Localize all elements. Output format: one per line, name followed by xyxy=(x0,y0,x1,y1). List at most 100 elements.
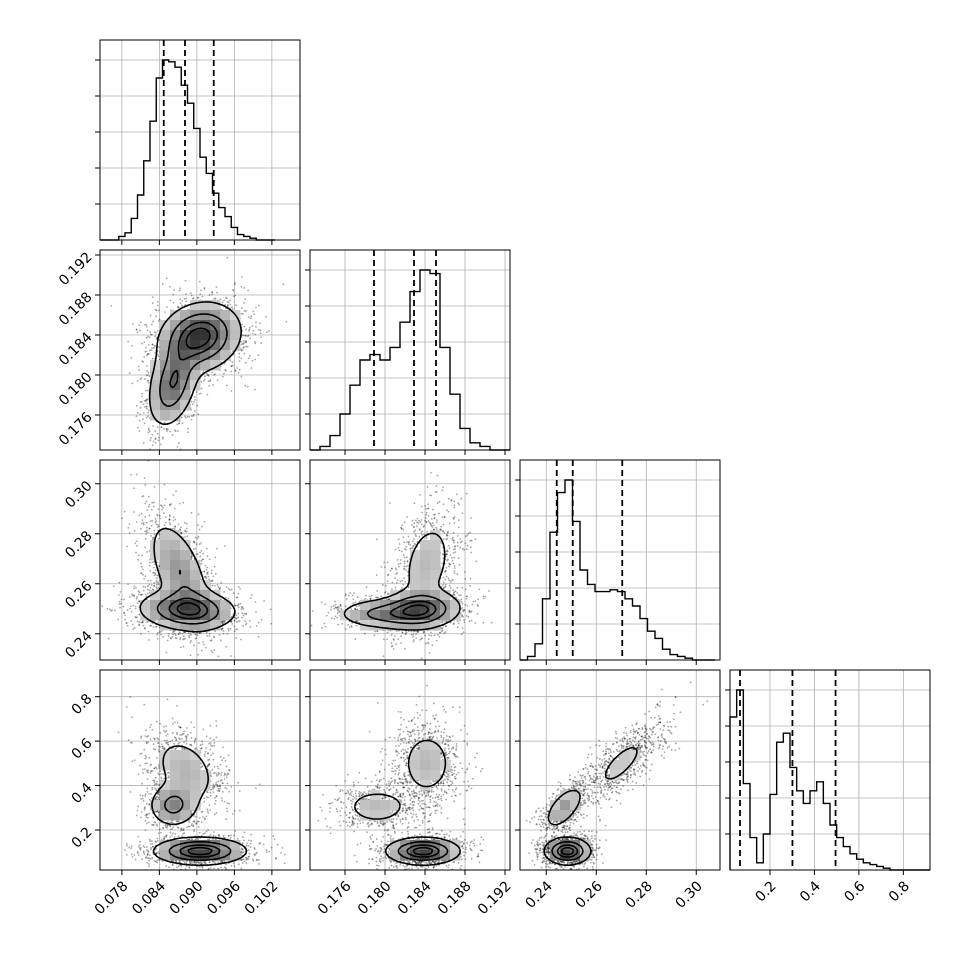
density-bin xyxy=(200,340,211,351)
scatter-point xyxy=(396,572,398,574)
scatter-point xyxy=(195,861,198,864)
scatter-point xyxy=(131,623,134,626)
scatter-point xyxy=(138,623,140,626)
scatter-point xyxy=(220,860,223,863)
scatter-point xyxy=(215,812,218,814)
scatter-point xyxy=(237,586,240,588)
scatter-point xyxy=(190,294,193,297)
scatter-point xyxy=(220,866,222,869)
scatter-point xyxy=(134,607,137,610)
scatter-point xyxy=(150,624,153,627)
scatter-point xyxy=(165,741,167,744)
scatter-point xyxy=(222,834,225,837)
panel-frame xyxy=(309,249,511,451)
scatter-point xyxy=(204,575,207,578)
scatter-point xyxy=(202,370,205,372)
scatter-point xyxy=(255,321,257,324)
scatter-point xyxy=(188,862,191,865)
scatter-point xyxy=(167,820,169,823)
scatter-point xyxy=(166,827,169,829)
scatter-point xyxy=(265,849,268,851)
scatter-point xyxy=(394,577,397,580)
scatter-point xyxy=(273,838,276,841)
scatter-point xyxy=(130,610,133,613)
scatter-point xyxy=(237,781,239,784)
scatter-point xyxy=(227,301,230,304)
scatter-point xyxy=(453,545,456,548)
scatter-point xyxy=(242,607,245,610)
scatter-point xyxy=(436,474,439,477)
scatter-point xyxy=(253,848,256,851)
scatter-point xyxy=(224,773,227,776)
scatter-point xyxy=(243,286,246,289)
scatter-point xyxy=(452,517,455,519)
density-bin xyxy=(180,800,191,811)
scatter-point xyxy=(145,762,148,765)
scatter-point xyxy=(414,519,417,522)
scatter-point xyxy=(204,861,207,864)
scatter-point xyxy=(258,863,261,865)
scatter-point xyxy=(144,754,147,757)
scatter-point xyxy=(419,493,421,496)
scatter-point xyxy=(468,611,471,614)
density-bin xyxy=(170,400,181,411)
scatter-point xyxy=(174,748,177,750)
scatter-point xyxy=(137,854,140,857)
scatter-point xyxy=(132,511,135,513)
scatter-point xyxy=(200,747,203,750)
scatter-point xyxy=(203,570,206,573)
scatter-point xyxy=(143,768,146,770)
scatter-point xyxy=(152,566,155,569)
scatter-point xyxy=(183,730,186,733)
scatter-point xyxy=(166,825,169,828)
scatter-point xyxy=(182,829,185,832)
density-bin xyxy=(200,350,211,361)
scatter-point xyxy=(403,556,406,559)
scatter-point xyxy=(154,787,157,790)
scatter-point xyxy=(390,633,393,636)
scatter-point xyxy=(204,576,207,578)
scatter-point xyxy=(219,784,221,787)
density-bin xyxy=(190,620,201,631)
scatter-point xyxy=(245,862,248,865)
scatter-point xyxy=(139,840,142,843)
scatter-point xyxy=(458,519,460,522)
scatter-point xyxy=(234,370,237,373)
scatter-point xyxy=(441,627,444,630)
scatter-point xyxy=(173,289,176,291)
density-bin xyxy=(150,410,161,421)
scatter-point xyxy=(118,594,120,596)
density-bin xyxy=(170,570,181,581)
scatter-point xyxy=(138,844,141,846)
scatter-point xyxy=(213,831,215,834)
scatter-point xyxy=(243,352,246,355)
scatter-point xyxy=(145,741,148,744)
scatter-point xyxy=(157,345,160,348)
scatter-point xyxy=(283,862,286,865)
scatter-point xyxy=(131,344,133,347)
scatter-point xyxy=(192,820,195,823)
scatter-point xyxy=(142,768,144,771)
scatter-point xyxy=(169,299,172,302)
scatter-point xyxy=(191,822,193,825)
scatter-point xyxy=(208,763,210,766)
scatter-point xyxy=(257,635,260,638)
scatter-point xyxy=(266,331,268,334)
scatter-point xyxy=(154,573,157,576)
scatter-point xyxy=(143,577,146,580)
scatter-point xyxy=(207,812,210,814)
scatter-point xyxy=(157,355,160,358)
scatter-point xyxy=(240,608,243,611)
scatter-point xyxy=(171,739,174,742)
scatter-point xyxy=(442,486,444,489)
scatter-point xyxy=(197,513,200,516)
scatter-point xyxy=(154,345,157,347)
scatter-point xyxy=(142,797,144,800)
scatter-point xyxy=(146,398,148,401)
scatter-point xyxy=(144,538,147,540)
scatter-point xyxy=(140,847,142,849)
scatter-point xyxy=(462,631,465,634)
scatter-point xyxy=(185,865,188,867)
scatter-point xyxy=(163,421,166,424)
scatter-point xyxy=(468,609,471,612)
